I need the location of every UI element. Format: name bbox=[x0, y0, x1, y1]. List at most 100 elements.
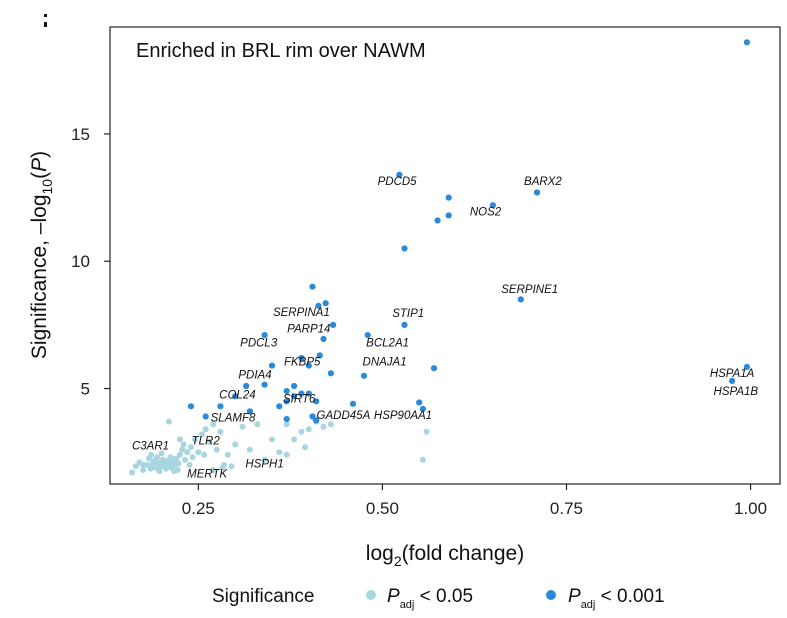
point-low bbox=[165, 418, 172, 425]
point-low bbox=[283, 451, 290, 458]
point-high bbox=[349, 400, 357, 407]
point-high bbox=[246, 408, 253, 415]
y-axis-title-rest-close: ) bbox=[28, 151, 51, 158]
point-low bbox=[132, 463, 139, 470]
point-low bbox=[298, 428, 305, 435]
point-low bbox=[179, 446, 186, 453]
point-low bbox=[224, 451, 231, 458]
point-high bbox=[291, 393, 298, 400]
gene-label-hspa1b: HSPA1B bbox=[714, 386, 759, 398]
point-low bbox=[180, 441, 187, 448]
x-axis-title-base: log bbox=[366, 542, 394, 565]
point-high bbox=[261, 381, 268, 388]
point-low bbox=[283, 421, 290, 428]
point-high bbox=[313, 417, 320, 424]
point-high bbox=[360, 372, 368, 379]
point-high bbox=[445, 212, 452, 219]
point-high bbox=[434, 217, 441, 224]
point-low bbox=[176, 451, 183, 458]
point-low bbox=[302, 444, 309, 451]
legend-item-high-text: < 0.001 bbox=[595, 586, 664, 607]
x-tick-label: 0.25 bbox=[182, 499, 215, 518]
point-low bbox=[206, 439, 213, 445]
x-axis: 0.25 0.50 0.75 1.00 bbox=[182, 484, 767, 518]
point-low bbox=[158, 450, 165, 457]
point-low bbox=[173, 455, 180, 462]
gene-label-fkbp5: FKBP5 bbox=[284, 357, 321, 369]
x-axis-title: log2(fold change) bbox=[366, 542, 524, 569]
point-high bbox=[419, 405, 426, 412]
point-high bbox=[401, 245, 408, 252]
point-high bbox=[313, 398, 320, 405]
point-high bbox=[261, 332, 268, 339]
x-tick-label: 0.75 bbox=[550, 499, 583, 518]
point-high bbox=[309, 413, 316, 420]
gene-label-c3ar1: C3AR1 bbox=[132, 441, 169, 453]
point-low bbox=[327, 421, 334, 428]
point-high bbox=[202, 413, 209, 420]
gene-labels: PDCD5 BARX2 NOS2 SERPINE1 SERPINA1 STIP1 PARP1… bbox=[132, 176, 758, 481]
series-high-significance bbox=[187, 39, 751, 424]
point-high bbox=[187, 403, 195, 410]
point-low bbox=[195, 449, 202, 456]
point-high bbox=[309, 283, 316, 290]
y-axis-title-rest-open: ( bbox=[28, 172, 51, 179]
point-high bbox=[291, 382, 298, 390]
point-low bbox=[423, 428, 430, 435]
point-high bbox=[298, 354, 305, 362]
point-high bbox=[305, 390, 312, 397]
y-tick-label: 10 bbox=[71, 252, 90, 271]
point-low bbox=[140, 467, 147, 473]
point-low bbox=[217, 428, 224, 435]
point-high bbox=[743, 363, 751, 370]
point-low bbox=[184, 449, 191, 456]
plot-frame bbox=[109, 26, 781, 485]
point-low bbox=[232, 441, 239, 448]
point-high bbox=[330, 321, 337, 328]
point-high bbox=[364, 332, 371, 339]
gene-label-sirt6: SIRT6 bbox=[283, 394, 316, 406]
legend-item-high: Padj < 0.001 bbox=[568, 586, 665, 611]
point-high bbox=[298, 390, 305, 397]
point-low bbox=[419, 456, 426, 463]
y-axis-title-p: P bbox=[28, 158, 51, 172]
gene-label-bcl2a1: BCL2A1 bbox=[366, 338, 409, 350]
point-low bbox=[261, 456, 268, 463]
point-low bbox=[320, 423, 327, 430]
gene-label-mertk: MERTK bbox=[187, 469, 228, 481]
x-axis-title-rest: (fold change) bbox=[402, 542, 525, 565]
point-low bbox=[239, 423, 246, 430]
legend-marker-low bbox=[366, 590, 376, 600]
point-low bbox=[186, 461, 193, 468]
point-high bbox=[489, 202, 496, 209]
point-low bbox=[189, 454, 196, 461]
point-low bbox=[140, 461, 147, 468]
legend-item-high-sub: adj bbox=[581, 599, 596, 611]
gene-label-serpine1: SERPINE1 bbox=[501, 284, 558, 296]
point-high bbox=[322, 300, 329, 307]
point-low bbox=[291, 436, 298, 443]
point-high bbox=[729, 377, 736, 384]
gene-label-slamf8: SLAMF8 bbox=[211, 413, 256, 425]
gene-label-hspa1a: HSPA1A bbox=[710, 368, 755, 380]
point-high bbox=[533, 189, 541, 196]
point-low bbox=[269, 436, 275, 443]
y-axis-title-sub: 10 bbox=[39, 179, 55, 195]
point-high bbox=[445, 194, 452, 201]
point-low bbox=[210, 467, 217, 473]
legend-item-low-text: < 0.05 bbox=[414, 586, 473, 607]
gene-label-stip1: STIP1 bbox=[392, 308, 424, 320]
y-axis-title: Significance, –log10(P) bbox=[28, 151, 55, 359]
point-high bbox=[268, 362, 276, 369]
point-high bbox=[283, 398, 290, 405]
point-low bbox=[191, 436, 198, 443]
legend-title: Significance bbox=[212, 586, 314, 607]
point-high bbox=[276, 403, 283, 410]
point-high bbox=[320, 335, 327, 342]
gene-label-pdia4: PDIA4 bbox=[238, 369, 271, 381]
point-high bbox=[217, 403, 224, 410]
point-low bbox=[228, 463, 235, 470]
point-high bbox=[396, 171, 403, 178]
corner-mark bbox=[44, 22, 47, 27]
point-low bbox=[219, 464, 226, 471]
